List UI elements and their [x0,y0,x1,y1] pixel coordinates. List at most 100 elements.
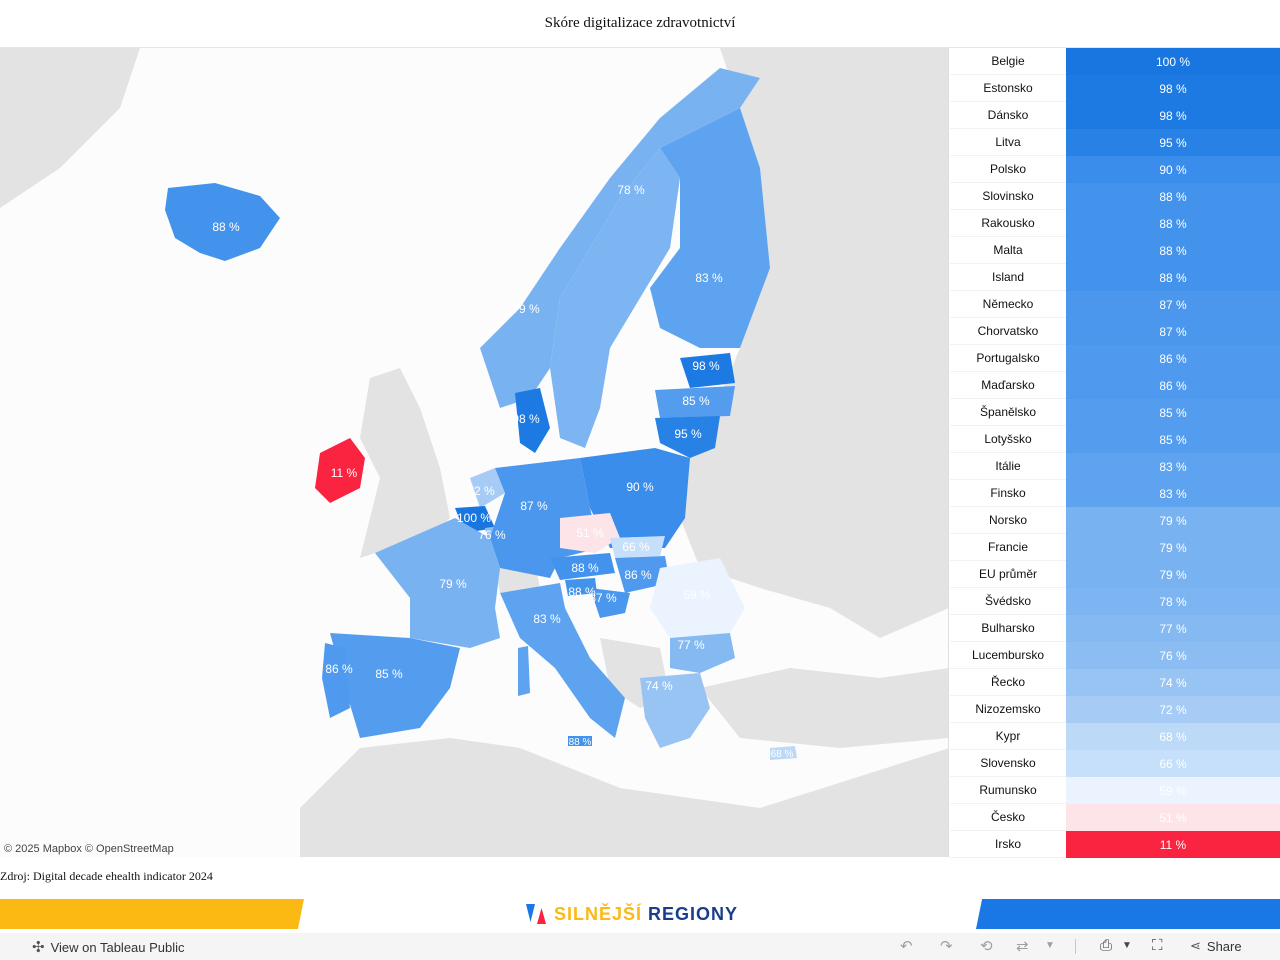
country-ireland[interactable] [315,438,365,503]
table-score-cell: 74 % [1066,669,1280,696]
table-row[interactable]: Rumunsko 59 % [950,777,1280,804]
country-spain[interactable] [330,633,460,738]
table-row[interactable]: Estonsko 98 % [950,75,1280,102]
table-row[interactable]: Francie 79 % [950,534,1280,561]
choropleth-map[interactable]: 88 % 79 % 78 % 83 % 98 % 85 % 95 % 98 % … [0,48,949,857]
table-country-name: Lotyšsko [950,426,1066,453]
map-label-sweden: 78 % [617,183,645,197]
country-romania[interactable] [650,558,745,638]
revert-icon[interactable]: ⟲ [980,938,993,955]
download-chevron-icon[interactable]: ▼ [1122,940,1132,951]
table-score-cell: 87 % [1066,291,1280,318]
country-france[interactable] [375,518,500,648]
table-row[interactable]: EU průměr 79 % [950,561,1280,588]
table-row[interactable]: Německo 87 % [950,291,1280,318]
country-greece[interactable] [640,673,710,748]
fullscreen-icon[interactable]: ⛶ [1152,937,1163,954]
table-row[interactable]: Irsko 11 % [950,831,1280,858]
map-label-france: 79 % [439,577,467,591]
table-row[interactable]: Chorvatsko 87 % [950,318,1280,345]
table-row[interactable]: Malta 88 % [950,237,1280,264]
country-estonia[interactable] [680,353,735,388]
table-row[interactable]: Dánsko 98 % [950,102,1280,129]
table-row[interactable]: Polsko 90 % [950,156,1280,183]
table-country-name: Irsko [950,831,1066,858]
table-row[interactable]: Bulharsko 77 % [950,615,1280,642]
map-label-denmark: 98 % [512,412,540,426]
country-denmark[interactable] [515,388,550,453]
country-slovakia[interactable] [610,536,665,558]
country-italy[interactable] [500,583,625,738]
country-czechia[interactable] [560,513,620,553]
country-norway[interactable] [480,68,760,408]
table-row[interactable]: Norsko 79 % [950,507,1280,534]
table-row[interactable]: Lotyšsko 85 % [950,426,1280,453]
table-row[interactable]: Řecko 74 % [950,669,1280,696]
country-bulgaria[interactable] [670,633,735,673]
table-score-cell: 86 % [1066,372,1280,399]
country-lithuania[interactable] [655,416,720,458]
country-portugal[interactable] [322,643,350,718]
table-row[interactable]: Slovensko 66 % [950,750,1280,777]
redo-icon[interactable]: ↷ [940,938,953,955]
table-row[interactable]: Maďarsko 86 % [950,372,1280,399]
page-title: Skóre digitalizace zdravotnictví [0,0,1280,48]
table-country-name: Estonsko [950,75,1066,102]
table-row[interactable]: Česko 51 % [950,804,1280,831]
country-austria[interactable] [550,553,615,580]
undo-icon[interactable]: ↶ [900,938,913,955]
map-label-hungary: 86 % [624,568,652,582]
country-netherlands[interactable] [470,468,505,508]
country-sweden[interactable] [550,148,680,448]
map-label-cyprus: 68 % [771,749,794,760]
map-label-czechia: 51 % [576,526,604,540]
table-row[interactable]: Island 88 % [950,264,1280,291]
country-iceland[interactable] [165,183,280,261]
table-row[interactable]: Slovinsko 88 % [950,183,1280,210]
download-icon[interactable]: ⎙ [1100,937,1113,954]
view-on-tableau-link[interactable]: ✣ View on Tableau Public [32,938,185,956]
country-latvia[interactable] [655,386,735,418]
country-slovenia[interactable] [565,578,597,596]
country-croatia[interactable] [590,588,630,618]
sardinia-corsica[interactable] [518,646,530,696]
country-malta[interactable] [568,736,592,746]
table-row[interactable]: Nizozemsko 72 % [950,696,1280,723]
table-row[interactable]: Belgie 100 % [950,48,1280,75]
brand-logo: SILNĚJŠÍ REGIONY [526,900,738,928]
map-label-germany: 87 % [520,499,548,513]
table-row[interactable]: Finsko 83 % [950,480,1280,507]
map-label-norway: 79 % [512,302,540,316]
table-country-name: Belgie [950,48,1066,75]
table-row[interactable]: Litva 95 % [950,129,1280,156]
table-country-name: Norsko [950,507,1066,534]
refresh-icon[interactable]: ⇄ [1016,938,1029,955]
map-label-spain: 85 % [375,667,403,681]
map-canvas[interactable]: 88 % 79 % 78 % 83 % 98 % 85 % 95 % 98 % … [0,48,949,857]
table-country-name: Rakousko [950,210,1066,237]
table-country-name: Slovensko [950,750,1066,777]
country-finland[interactable] [650,108,770,348]
map-attribution[interactable]: © 2025 Mapbox © OpenStreetMap [4,843,174,855]
table-row[interactable]: Rakousko 88 % [950,210,1280,237]
tableau-toolbar: ✣ View on Tableau Public ↶ ↷ ⟲ ⇄ ▼ ⎙ ▼ ⛶… [0,933,1280,960]
map-label-finland: 83 % [695,271,723,285]
table-row[interactable]: Španělsko 85 % [950,399,1280,426]
share-button[interactable]: ⋖ Share [1190,938,1242,954]
table-score-cell: 66 % [1066,750,1280,777]
table-row[interactable]: Kypr 68 % [950,723,1280,750]
map-label-lithuania: 95 % [674,427,702,441]
table-country-name: Švédsko [950,588,1066,615]
chevron-down-icon[interactable]: ▼ [1045,940,1055,951]
country-cyprus[interactable] [770,746,797,760]
table-country-name: Litva [950,129,1066,156]
table-row[interactable]: Itálie 83 % [950,453,1280,480]
table-score-cell: 100 % [1066,48,1280,75]
table-row[interactable]: Lucembursko 76 % [950,642,1280,669]
arrows-logo-icon [526,904,546,924]
table-score-cell: 87 % [1066,318,1280,345]
table-row[interactable]: Portugalsko 86 % [950,345,1280,372]
land-belarus-ukraine [680,438,880,588]
table-row[interactable]: Švédsko 78 % [950,588,1280,615]
land-uk [360,368,450,558]
